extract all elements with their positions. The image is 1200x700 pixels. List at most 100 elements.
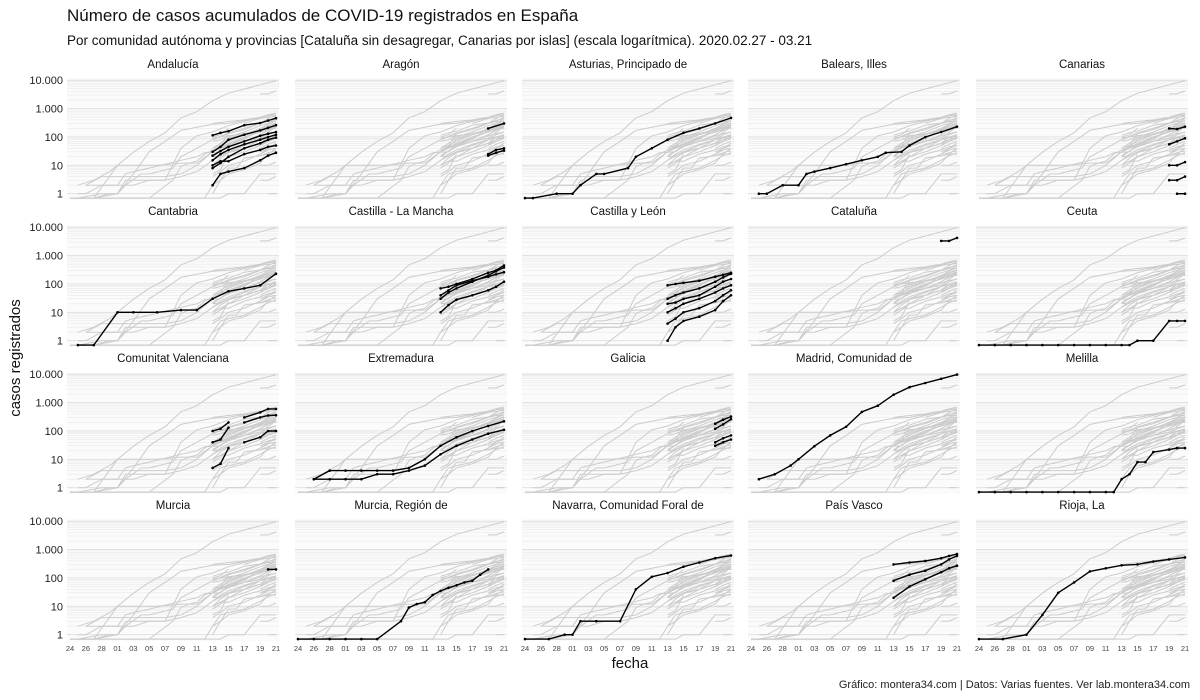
data-point — [243, 441, 246, 444]
background-series-line — [667, 152, 732, 186]
panel-grid — [295, 226, 507, 342]
background-series-line — [260, 470, 277, 475]
y-tick-label: 100 — [45, 573, 63, 585]
background-series-line — [472, 561, 505, 570]
y-tick-label: 1.000 — [35, 104, 63, 116]
background-series-line — [532, 227, 732, 333]
background-series-line — [940, 140, 958, 149]
data-point — [797, 183, 800, 187]
background-series-line — [305, 80, 505, 186]
data-point — [939, 130, 943, 134]
background-series-line — [1121, 280, 1138, 296]
background-series-line — [979, 411, 1186, 493]
y-tick-label: 1 — [57, 336, 63, 348]
background-series-line — [70, 409, 277, 493]
background-series-line — [751, 264, 958, 346]
highlight-series-line — [244, 414, 277, 424]
background-series-line — [259, 586, 277, 594]
background-series-line — [298, 115, 505, 199]
data-point — [682, 311, 685, 314]
background-series-line — [488, 602, 505, 607]
data-point — [258, 138, 262, 141]
data-point — [266, 568, 270, 571]
data-point — [698, 279, 701, 283]
background-series-line — [260, 617, 277, 622]
background-series-line — [440, 153, 457, 175]
background-series-line — [472, 414, 505, 423]
data-point — [892, 596, 895, 600]
background-series-line — [940, 292, 958, 300]
background-series-line — [70, 558, 277, 640]
x-tick-label: 13 — [208, 644, 216, 653]
x-tick-label: 17 — [468, 644, 476, 653]
data-point — [447, 586, 450, 590]
background-series-line — [667, 418, 732, 452]
background-series-group — [979, 80, 1186, 199]
background-series-line — [715, 602, 732, 607]
highlight-series-group — [1167, 125, 1187, 195]
background-series-line — [667, 117, 732, 142]
background-series-line — [715, 90, 732, 95]
data-point — [439, 297, 442, 301]
data-point — [274, 130, 278, 134]
background-series-line — [70, 408, 277, 493]
background-series-group — [751, 227, 958, 346]
data-point — [674, 301, 677, 304]
data-point — [1128, 343, 1131, 347]
background-series-line — [488, 531, 505, 536]
data-point — [729, 294, 733, 297]
background-series-line — [667, 300, 684, 322]
panel-background — [748, 225, 960, 347]
background-series-line — [77, 374, 277, 480]
background-series-line — [440, 124, 505, 158]
x-tick-label: 03 — [129, 644, 137, 653]
data-point — [666, 571, 669, 575]
data-point — [579, 183, 582, 187]
background-series-line — [488, 308, 505, 313]
data-point — [243, 421, 246, 424]
background-series-line — [440, 411, 505, 436]
data-point — [439, 453, 442, 456]
background-series-line — [667, 128, 684, 138]
data-point — [455, 584, 458, 587]
background-series-line — [259, 581, 277, 590]
background-series-line — [994, 429, 1186, 480]
background-series-line — [70, 114, 277, 199]
facet-title: Murcia, Región de — [354, 500, 447, 512]
data-point — [666, 297, 669, 301]
data-point — [344, 469, 347, 472]
data-point — [211, 183, 214, 187]
highlight-series-group — [977, 556, 1187, 641]
background-series-line — [941, 90, 958, 95]
y-tick-label: 1.000 — [35, 398, 63, 410]
highlight-series-group — [439, 264, 506, 314]
background-series-line — [1169, 90, 1186, 95]
data-point — [415, 602, 419, 606]
data-point — [618, 619, 622, 623]
background-series-line — [925, 414, 958, 423]
data-point — [1175, 127, 1179, 131]
data-point — [813, 170, 816, 173]
facet-panel: Comunitat Valenciana 1 10 100 1.000 10.000 — [29, 353, 279, 495]
data-point — [266, 135, 270, 139]
background-series-line — [994, 576, 1186, 627]
data-point — [595, 619, 598, 623]
data-point — [713, 285, 717, 289]
background-series-line — [487, 563, 505, 572]
background-series-line — [1121, 431, 1186, 460]
background-series-line — [488, 161, 505, 166]
data-point — [602, 172, 606, 176]
background-series-line — [260, 602, 277, 607]
x-tick-label: 05 — [373, 644, 381, 653]
highlight-series-group — [757, 125, 959, 195]
background-series-line — [986, 374, 1186, 480]
highlight-series-group — [939, 236, 959, 243]
panel-background — [976, 225, 1188, 347]
data-point — [939, 563, 943, 566]
background-series-line — [667, 280, 684, 296]
data-point — [211, 466, 214, 470]
facet-title: Ceuta — [1067, 206, 1098, 218]
data-point — [266, 407, 270, 411]
highlight-series-line — [979, 447, 1185, 493]
